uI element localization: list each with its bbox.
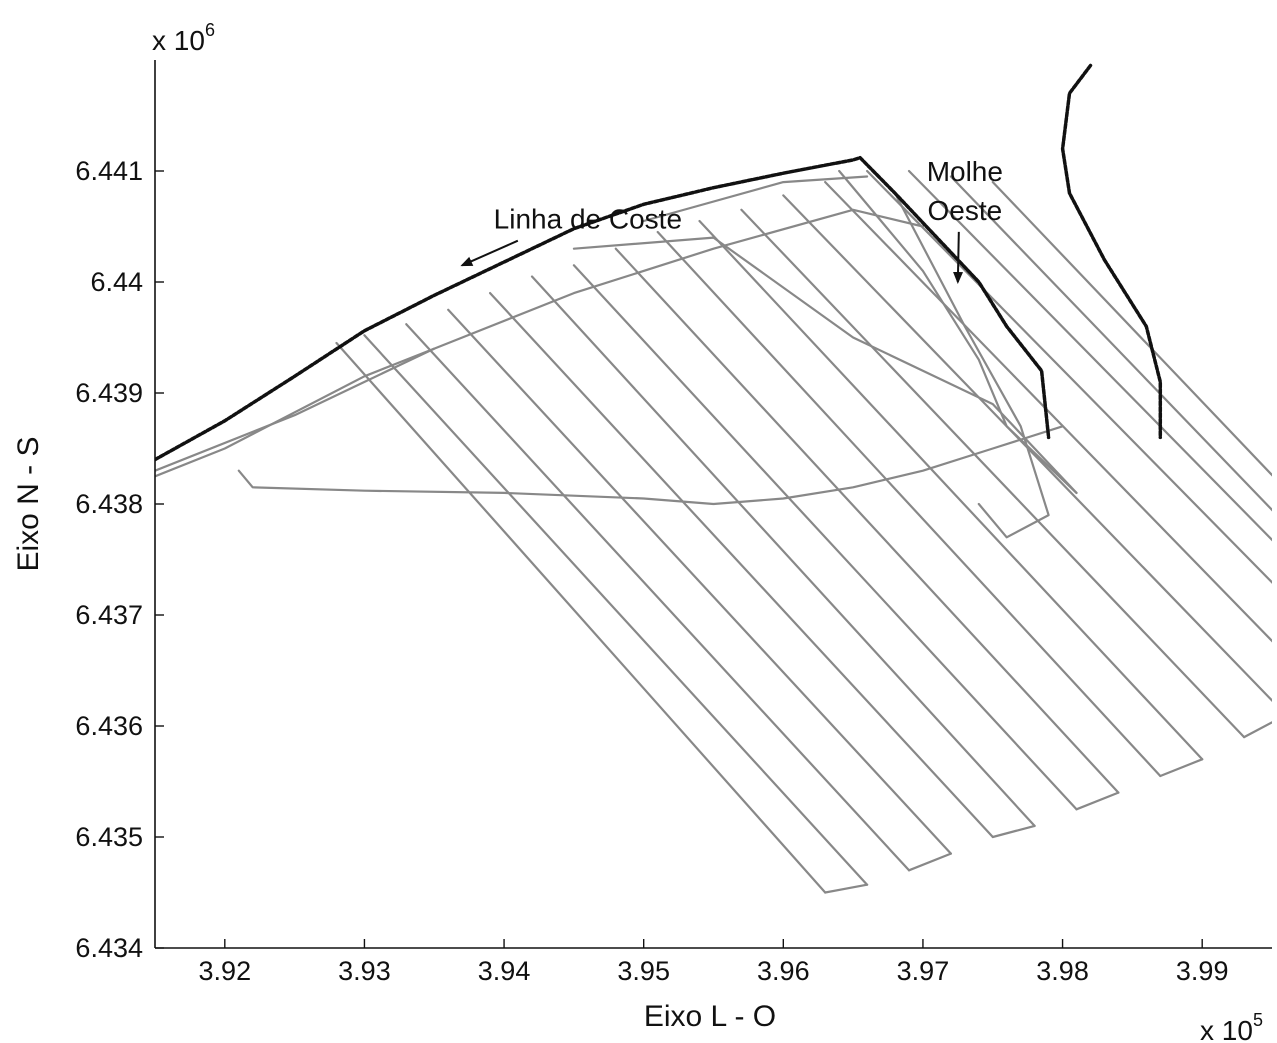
annotation-label: Linha de Coste	[494, 204, 682, 235]
survey-track-series	[155, 208, 925, 472]
survey-track-series	[237, 425, 1064, 506]
survey-track-series	[698, 219, 1204, 761]
survey-track-series	[740, 208, 1246, 739]
survey-tracks	[155, 169, 1272, 894]
survey-track-series	[1242, 721, 1272, 739]
survey-track-series	[782, 194, 1272, 703]
coastline-series	[155, 155, 1051, 462]
survey-track-series	[656, 230, 1162, 778]
x-tick-label: 3.97	[897, 956, 950, 986]
x-tick-label: 3.99	[1176, 956, 1229, 986]
annotations: Linha de Coste Molhe Oeste	[460, 156, 1003, 284]
y-axis-label: Eixo N - S	[12, 436, 45, 571]
survey-track-series	[1159, 758, 1204, 778]
survey-track-series	[447, 308, 953, 855]
y-ticks: 6.434 6.435 6.436 6.437 6.438 6.439 6.44 6.441	[75, 156, 164, 963]
annotation-label: Oeste	[927, 195, 1002, 226]
x-tick-label: 3.93	[338, 956, 391, 986]
survey-track-series	[405, 323, 911, 872]
survey-track-series	[363, 334, 869, 886]
survey-track-series	[489, 292, 994, 839]
survey-track-series	[642, 175, 869, 223]
y-tick-label: 6.441	[75, 156, 143, 186]
x-tick-label: 3.94	[478, 956, 531, 986]
annotation-arrow	[460, 239, 519, 267]
x-tick-label: 3.96	[757, 956, 810, 986]
x-axis-label: Eixo L - O	[644, 1000, 776, 1033]
x-tick-label: 3.92	[199, 956, 252, 986]
survey-track-series	[824, 181, 1272, 643]
y-tick-label: 6.435	[75, 822, 143, 852]
survey-track-series	[824, 883, 869, 894]
survey-track-series	[907, 852, 953, 872]
survey-track-series	[614, 247, 1120, 794]
survey-track-series	[155, 347, 436, 478]
survey-track-series	[572, 236, 1078, 494]
survey-track-series	[838, 169, 1078, 494]
x-tick-label: 3.95	[617, 956, 670, 986]
x-ticks: 3.92 3.93 3.94 3.95 3.96 3.97 3.98 3.99	[199, 939, 1229, 986]
survey-track-series	[1075, 791, 1120, 811]
coastline-layer	[155, 63, 1163, 462]
annotation-label: Molhe	[927, 156, 1003, 187]
y-multiplier: x 106	[152, 20, 215, 56]
survey-track-series	[991, 181, 1272, 477]
survey-track-series	[949, 175, 1272, 512]
annotation-arrow	[953, 231, 964, 284]
y-tick-label: 6.439	[75, 378, 143, 408]
x-tick-label: 3.98	[1036, 956, 1089, 986]
survey-track-series	[530, 275, 1036, 828]
x-multiplier: x 105	[1200, 1010, 1263, 1043]
survey-track-series	[991, 824, 1036, 839]
survey-track-series	[907, 169, 1272, 542]
y-tick-label: 6.438	[75, 489, 143, 519]
y-tick-label: 6.436	[75, 711, 143, 741]
y-tick-label: 6.434	[75, 933, 143, 963]
coastline-series	[1060, 63, 1163, 440]
y-tick-label: 6.437	[75, 600, 143, 630]
y-tick-label: 6.44	[90, 267, 143, 297]
survey-track-series	[865, 169, 1272, 584]
survey-track-series	[335, 341, 827, 894]
survey-track-series	[572, 264, 1078, 811]
survey-track-series	[893, 192, 1050, 539]
